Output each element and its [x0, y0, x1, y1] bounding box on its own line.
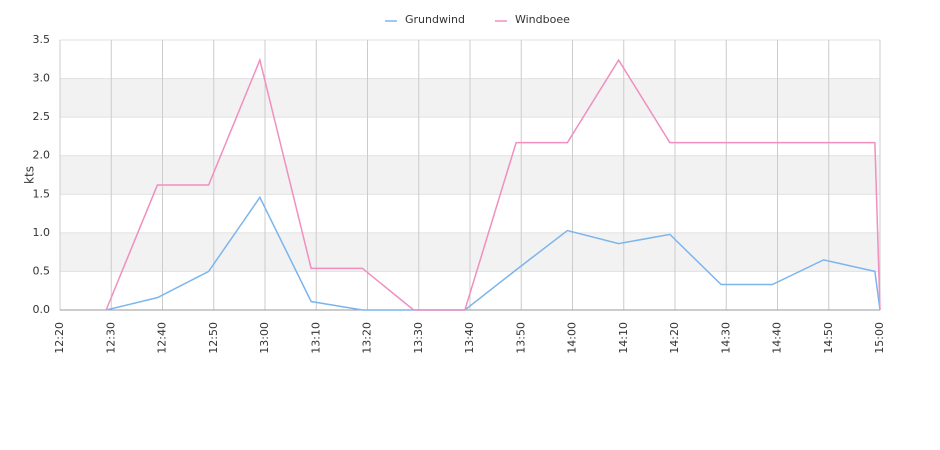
x-tick-label: 13:30: [412, 322, 425, 354]
x-tick-label: 14:00: [566, 322, 579, 354]
x-tick-label: 13:50: [514, 322, 527, 354]
x-tick-label: 15:00: [873, 322, 886, 354]
x-tick-label: 13:10: [309, 322, 322, 354]
x-tick-label: 14:40: [771, 322, 784, 354]
x-tick-label: 14:30: [719, 322, 732, 354]
x-tick-label: 13:00: [258, 322, 271, 354]
series-line: [105, 57, 881, 311]
x-tick-label: 12:40: [156, 322, 169, 354]
x-tick-label: 12:20: [53, 322, 66, 354]
x-tick-label: 12:30: [104, 322, 117, 354]
y-axis-label: kts: [23, 166, 37, 184]
x-tick-label: 14:10: [617, 322, 630, 354]
series-line: [105, 195, 881, 311]
y-tick-label: 0.0: [33, 303, 51, 316]
y-tick-label: 1.0: [33, 226, 51, 239]
legend-label: Grundwind: [405, 13, 465, 26]
y-tick-label: 2.5: [33, 110, 51, 123]
y-tick-label: 0.5: [33, 264, 51, 277]
x-tick-label: 13:40: [463, 322, 476, 354]
y-tick-label: 1.5: [33, 187, 51, 200]
y-tick-label: 3.5: [33, 33, 51, 46]
y-tick-label: 3.0: [33, 72, 51, 85]
x-tick-label: 12:50: [207, 322, 220, 354]
legend-label: Windboee: [515, 13, 570, 26]
x-tick-label: 13:20: [361, 322, 374, 354]
x-tick-label: 14:50: [822, 322, 835, 354]
y-tick-label: 2.0: [33, 149, 51, 162]
x-tick-label: 14:20: [668, 322, 681, 354]
